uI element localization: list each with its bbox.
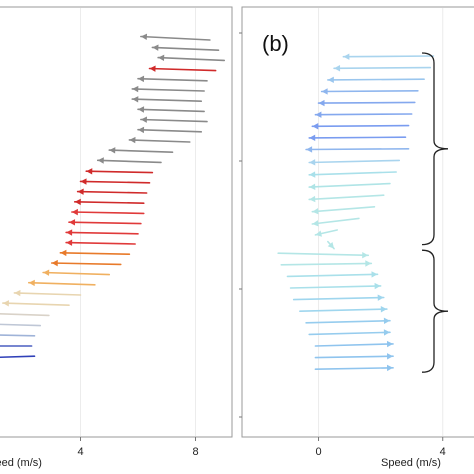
vector-arrow <box>311 206 376 215</box>
vector-arrow <box>140 116 208 123</box>
vector-arrow <box>342 53 435 60</box>
vector-arrow <box>27 279 96 287</box>
vector-arrow <box>65 229 139 236</box>
x-tick-label: 4 <box>440 446 446 458</box>
vector-arrow <box>79 178 151 185</box>
panel-b-gridlines <box>318 8 444 436</box>
vector-arrow <box>140 33 211 41</box>
vector-arrow <box>308 194 385 203</box>
vector-arrow <box>305 317 391 325</box>
vector-arrow <box>71 208 145 216</box>
vector-arrow <box>2 300 70 307</box>
vector-arrow <box>289 282 382 290</box>
vector-arrow <box>76 188 148 195</box>
vector-arrow <box>131 96 203 103</box>
vector-arrow <box>327 76 425 84</box>
vector-arrow <box>314 364 394 372</box>
vector-arrow <box>137 126 203 134</box>
vector-arrow <box>320 88 419 95</box>
vector-arrow <box>85 168 154 175</box>
panel-b-x-title: Speed (m/s) <box>381 457 441 469</box>
vector-arrow <box>277 251 370 259</box>
vector-arrow <box>299 306 388 313</box>
vector-arrow <box>280 260 373 267</box>
vector-arrow <box>137 106 205 113</box>
panel-a-vectors <box>0 33 226 359</box>
vector-arrow <box>65 239 136 246</box>
panel-a-x-title: Speed (m/s) <box>0 457 42 469</box>
panel-b-braces <box>421 52 449 373</box>
vector-arrow <box>96 157 162 164</box>
panel-b-y-ticks <box>239 32 242 418</box>
x-tick-label: 8 <box>192 446 198 458</box>
vector-arrow <box>333 65 432 72</box>
panel-b-label: (b) <box>262 31 289 56</box>
vector-arrow <box>308 171 397 178</box>
grouping-brace <box>421 249 449 373</box>
vector-arrow <box>131 85 205 93</box>
panel-b-vectors <box>277 53 435 372</box>
vector-arrow <box>59 249 131 257</box>
vector-arrow <box>73 198 145 206</box>
vector-arrow <box>137 75 208 83</box>
vector-arrow <box>292 294 385 301</box>
vector-arrow <box>308 159 401 166</box>
vector-arrow <box>50 259 122 267</box>
vector-arrow <box>314 340 394 348</box>
vector-arrow <box>108 147 174 154</box>
vector-arrow <box>327 240 335 250</box>
vector-arrow <box>157 54 226 62</box>
x-tick-label: 4 <box>77 446 83 458</box>
vector-arrow <box>151 44 220 52</box>
vector-arrow <box>317 99 416 107</box>
vector-arrow <box>0 355 36 359</box>
vector-arrow <box>308 134 407 142</box>
vector-arrow <box>311 217 360 227</box>
vector-arrow <box>0 323 42 327</box>
vector-arrow <box>314 353 394 360</box>
vector-arrow <box>128 136 191 144</box>
vector-arrow <box>286 271 379 278</box>
vector-arrow <box>311 123 410 130</box>
panel-b-frame <box>241 6 474 438</box>
vector-arrow <box>42 269 111 276</box>
panel-a-frame <box>0 6 233 438</box>
vector-arrow <box>148 65 217 72</box>
x-tick-label: 0 <box>315 446 321 458</box>
vector-arrow <box>0 313 50 317</box>
vector-arrow <box>0 345 33 347</box>
vector-arrow <box>13 289 82 297</box>
vector-arrow <box>308 182 391 191</box>
vector-arrow <box>305 146 410 153</box>
vector-arrow <box>308 329 391 336</box>
vector-arrow <box>0 334 36 337</box>
vector-arrow <box>314 111 413 118</box>
grouping-brace <box>421 52 449 246</box>
vector-arrow <box>68 219 142 226</box>
vector-arrow <box>314 229 338 237</box>
